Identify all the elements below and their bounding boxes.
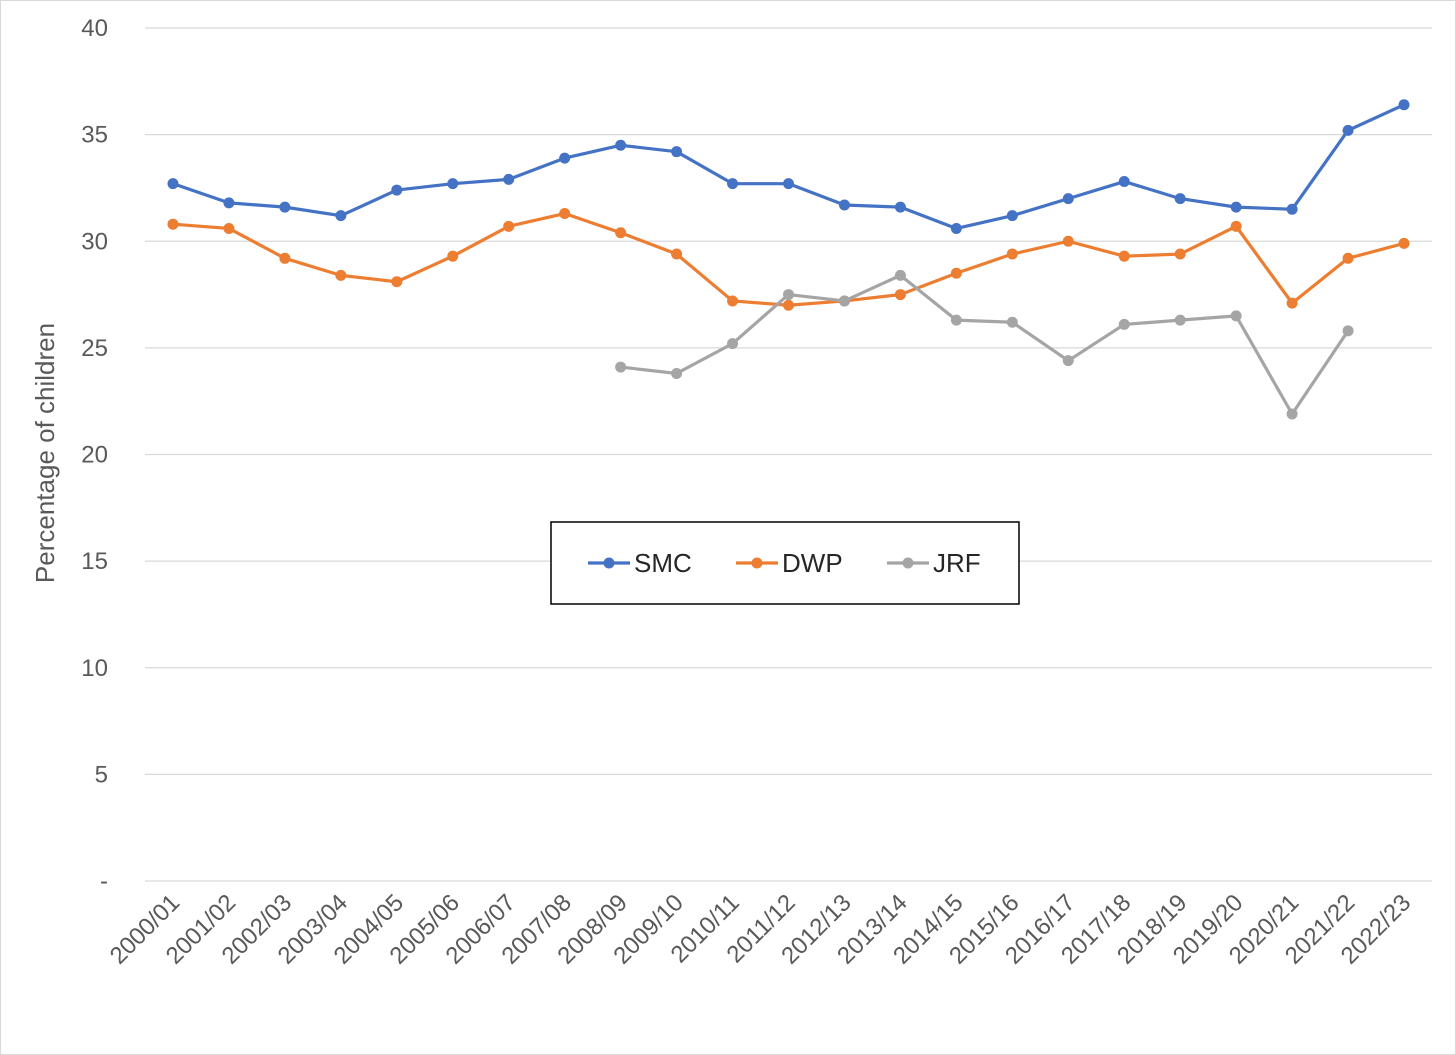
data-point <box>223 197 235 209</box>
data-point <box>950 314 962 326</box>
data-point <box>559 208 571 220</box>
y-tick-label: - <box>100 868 108 895</box>
x-axis: 2000/012001/022002/032003/042004/052005/… <box>105 889 1416 969</box>
data-point <box>950 267 962 279</box>
y-tick-label: 10 <box>81 655 108 682</box>
legend: SMC DWP JRF <box>550 521 1020 605</box>
data-point <box>838 295 850 307</box>
y-tick-label: 15 <box>81 548 108 575</box>
data-point <box>615 361 627 373</box>
data-point <box>1286 297 1298 309</box>
data-point <box>950 222 962 234</box>
data-point <box>1174 248 1186 260</box>
data-point <box>391 184 403 196</box>
legend-label: DWP <box>782 548 843 578</box>
y-tick-label: 20 <box>81 442 108 469</box>
data-point <box>167 178 179 190</box>
data-point <box>1118 176 1130 188</box>
data-point <box>223 222 235 234</box>
data-point <box>1006 316 1018 328</box>
data-point <box>615 227 627 239</box>
data-point <box>335 210 347 222</box>
data-point <box>1342 325 1354 337</box>
data-point <box>1118 250 1130 262</box>
data-point <box>503 173 515 185</box>
data-point <box>391 276 403 288</box>
data-point <box>671 146 683 158</box>
series-smc <box>167 99 1410 234</box>
data-point <box>1230 310 1242 322</box>
data-point <box>894 269 906 281</box>
data-point <box>727 178 739 190</box>
data-point <box>1398 237 1410 249</box>
data-point <box>1062 355 1074 367</box>
data-point <box>1286 203 1298 215</box>
series-dwp <box>167 208 1410 311</box>
data-point <box>1006 210 1018 222</box>
y-tick-label: 35 <box>81 122 108 149</box>
data-point <box>894 201 906 213</box>
legend-marker <box>902 557 914 569</box>
gridlines <box>145 27 1432 882</box>
data-point <box>279 252 291 264</box>
data-point <box>1342 124 1354 136</box>
data-point <box>1398 99 1410 111</box>
data-point <box>279 201 291 213</box>
series-layer <box>167 99 1410 420</box>
series-line <box>171 103 1406 231</box>
data-point <box>615 139 627 151</box>
data-point <box>167 218 179 230</box>
legend-label: JRF <box>933 548 981 578</box>
data-point <box>447 178 459 190</box>
series-jrf <box>615 269 1354 420</box>
data-point <box>1230 201 1242 213</box>
y-axis-label: Percentage of children <box>30 323 60 583</box>
data-point <box>1006 248 1018 260</box>
data-point <box>783 299 794 311</box>
data-point <box>783 289 794 301</box>
y-axis: - 5 10 15 20 25 30 35 40 <box>81 15 108 895</box>
data-point <box>1062 235 1074 247</box>
legend-label: SMC <box>634 548 692 578</box>
data-point <box>1342 252 1354 264</box>
data-point <box>727 338 739 350</box>
data-point <box>1286 408 1298 420</box>
data-point <box>1230 220 1242 232</box>
data-point <box>671 248 683 260</box>
legend-marker <box>603 557 615 569</box>
y-tick-label: 5 <box>95 761 108 788</box>
data-point <box>447 250 459 262</box>
data-point <box>671 367 683 379</box>
data-point <box>727 295 739 307</box>
data-point <box>559 152 571 164</box>
data-point <box>503 220 515 232</box>
data-point <box>1118 318 1130 330</box>
data-point <box>894 289 906 301</box>
data-point <box>1174 314 1186 326</box>
legend-marker <box>751 557 763 569</box>
y-tick-label: 40 <box>81 15 108 42</box>
data-point <box>1062 193 1074 205</box>
y-tick-label: 25 <box>81 335 108 362</box>
data-point <box>335 269 347 281</box>
y-tick-label: 30 <box>81 228 108 255</box>
series-line <box>619 273 1350 416</box>
data-point <box>838 199 850 211</box>
data-point <box>1174 193 1186 205</box>
data-point <box>783 178 794 190</box>
